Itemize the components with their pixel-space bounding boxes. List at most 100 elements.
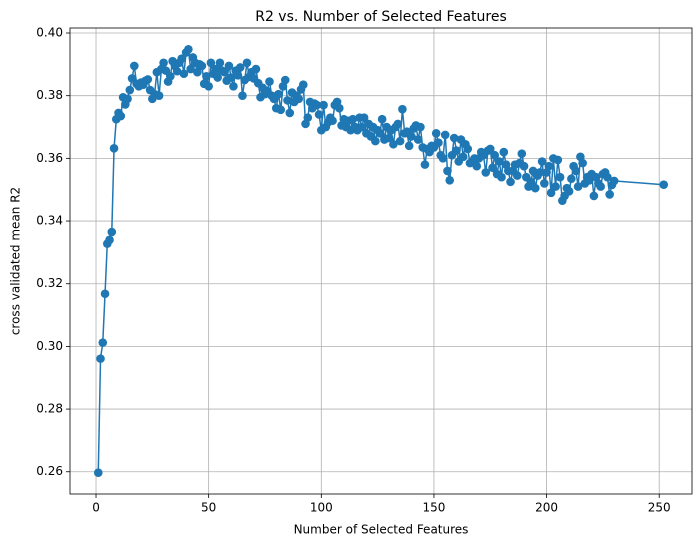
x-tick-label: 200 — [535, 501, 558, 515]
data-point — [544, 161, 554, 171]
data-point — [143, 75, 153, 84]
data-point — [564, 186, 574, 196]
data-point — [130, 61, 139, 71]
data-point — [186, 64, 195, 74]
data-point — [211, 64, 220, 74]
data-point — [605, 190, 614, 199]
data-point — [578, 158, 587, 168]
data-point — [512, 171, 522, 180]
y-tick-label: 0.32 — [36, 276, 63, 290]
data-point — [328, 116, 337, 126]
data-point — [206, 58, 216, 68]
data-point — [159, 58, 168, 68]
data-point — [555, 172, 565, 182]
data-point — [499, 147, 509, 157]
data-point — [452, 146, 461, 155]
data-point — [303, 113, 313, 122]
data-point — [166, 71, 175, 81]
x-tick-label: 250 — [648, 501, 671, 515]
data-point — [589, 191, 599, 201]
data-point — [596, 182, 605, 191]
data-point — [540, 179, 549, 188]
data-point — [215, 58, 225, 68]
data-point — [357, 122, 367, 132]
data-point — [603, 172, 612, 182]
data-point — [274, 89, 283, 99]
data-point — [213, 73, 222, 82]
y-tick-label: 0.34 — [36, 214, 63, 228]
data-point — [526, 177, 536, 187]
data-point — [567, 174, 576, 184]
y-tick-label: 0.40 — [36, 26, 63, 40]
data-point — [96, 354, 105, 363]
data-point — [276, 105, 286, 115]
plot-frame — [69, 27, 693, 495]
data-point — [434, 138, 443, 147]
data-point — [458, 152, 468, 162]
data-point — [398, 104, 407, 114]
y-tick-label: 0.28 — [36, 402, 63, 416]
data-point — [431, 128, 441, 138]
data-point — [609, 176, 619, 186]
data-point — [440, 130, 450, 140]
data-point — [224, 61, 234, 71]
data-point — [659, 180, 669, 189]
data-point — [413, 135, 423, 144]
data-point — [242, 58, 252, 68]
data-point — [298, 80, 308, 90]
data-point — [389, 139, 398, 149]
data-point — [93, 468, 103, 477]
data-point — [283, 96, 292, 105]
x-tick-label: 50 — [201, 501, 216, 515]
data-point — [172, 66, 182, 76]
data-point — [125, 85, 135, 95]
data-point — [220, 67, 229, 77]
x-tick-label: 100 — [310, 501, 333, 515]
data-point — [154, 91, 164, 100]
x-axis-label: Number of Selected Features — [294, 523, 469, 537]
data-point — [314, 110, 324, 119]
y-tick-label: 0.26 — [36, 464, 63, 478]
data-point — [407, 132, 416, 141]
data-point — [229, 81, 238, 91]
data-point — [553, 155, 563, 165]
data-point — [531, 183, 540, 193]
data-point — [238, 91, 247, 100]
y-tick-label: 0.36 — [36, 151, 63, 165]
data-point — [377, 114, 387, 124]
data-point — [294, 94, 304, 104]
data-point — [179, 69, 189, 79]
data-point — [395, 136, 405, 146]
data-point — [280, 75, 290, 85]
data-point — [573, 182, 583, 191]
data-point — [438, 154, 448, 163]
data-point — [233, 71, 243, 80]
data-point — [348, 114, 358, 124]
data-point — [519, 161, 529, 171]
data-point — [204, 81, 213, 91]
y-tick-label: 0.30 — [36, 339, 63, 353]
data-point — [571, 166, 581, 176]
data-point — [443, 166, 452, 176]
data-point — [193, 67, 202, 77]
data-point — [488, 163, 497, 173]
data-point — [100, 289, 110, 299]
data-point — [404, 141, 414, 151]
data-point — [107, 227, 117, 237]
data-point — [449, 133, 459, 143]
data-point — [359, 113, 369, 122]
data-point — [463, 144, 473, 154]
x-tick-label: 150 — [422, 501, 445, 515]
data-point — [202, 71, 211, 81]
data-point — [485, 144, 495, 154]
data-point — [98, 338, 108, 347]
data-point — [445, 176, 455, 185]
y-axis-label: cross validated mean R2 — [9, 187, 23, 335]
data-point — [371, 136, 380, 146]
data-point — [506, 177, 515, 187]
data-point — [517, 149, 527, 158]
data-point — [481, 168, 491, 177]
chart-title: R2 vs. Number of Selected Features — [255, 9, 507, 25]
data-point — [184, 45, 193, 54]
